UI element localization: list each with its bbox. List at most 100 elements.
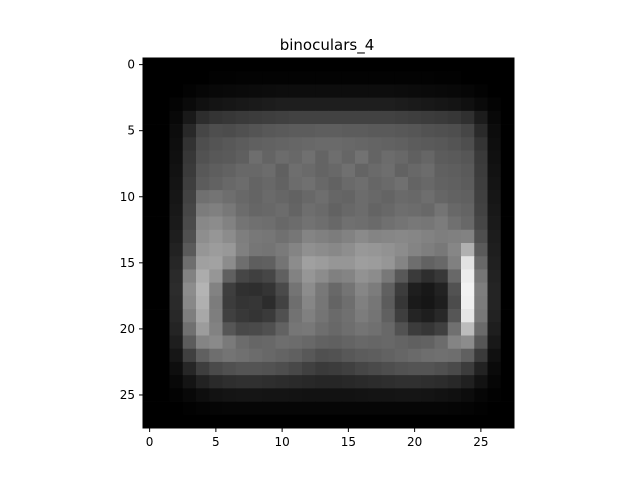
heatmap-cell: [474, 163, 488, 178]
heatmap-cell: [156, 176, 170, 191]
heatmap-cell: [447, 71, 462, 85]
heatmap-cell: [394, 243, 409, 257]
heatmap-cell: [474, 388, 488, 402]
heatmap-cell: [275, 163, 290, 178]
heatmap-cell: [275, 282, 290, 297]
heatmap-cell: [249, 97, 263, 112]
heatmap-cell: [341, 361, 356, 376]
heatmap-cell: [487, 110, 502, 125]
heatmap-cell: [355, 71, 369, 85]
heatmap-cell: [487, 84, 502, 98]
heatmap-cell: [408, 335, 422, 350]
heatmap-cell: [288, 375, 303, 389]
heatmap-cell: [143, 216, 157, 231]
heatmap-cell: [461, 361, 475, 376]
heatmap-cell: [461, 243, 475, 257]
heatmap-cell: [196, 295, 210, 310]
heatmap-cell: [222, 348, 237, 363]
heatmap-cell: [461, 84, 475, 98]
heatmap-cell: [355, 163, 369, 178]
heatmap-cell: [302, 137, 316, 151]
heatmap-cell: [355, 322, 369, 336]
heatmap-cell: [434, 295, 449, 310]
heatmap-cell: [474, 322, 488, 336]
heatmap-cell: [434, 282, 449, 297]
heatmap-cell: [500, 176, 515, 191]
heatmap-cell: [249, 309, 263, 323]
heatmap-cell: [196, 309, 210, 323]
heatmap-cell: [368, 243, 382, 257]
heatmap-cell: [381, 309, 396, 323]
heatmap-cell: [249, 58, 263, 72]
heatmap-cell: [209, 137, 223, 151]
heatmap-cell: [341, 176, 356, 191]
heatmap-cell: [500, 137, 515, 151]
heatmap-cell: [249, 216, 263, 231]
heatmap-cell: [447, 176, 462, 191]
heatmap-cell: [275, 84, 290, 98]
heatmap-cell: [249, 401, 263, 416]
heatmap-cell: [381, 71, 396, 85]
heatmap-cell: [474, 110, 488, 125]
heatmap-cell: [222, 190, 237, 204]
heatmap-cell: [288, 256, 303, 270]
heatmap-cell: [262, 348, 276, 363]
heatmap-cell: [328, 375, 343, 389]
heatmap-cell: [368, 401, 382, 416]
heatmap-cell: [169, 295, 184, 310]
heatmap-cell: [222, 361, 237, 376]
heatmap-cell: [143, 243, 157, 257]
heatmap-cell: [487, 137, 502, 151]
heatmap-cell: [447, 295, 462, 310]
heatmap-cell: [434, 243, 449, 257]
heatmap-cell: [288, 229, 303, 244]
heatmap-cell: [249, 203, 263, 217]
heatmap-cell: [262, 335, 276, 350]
heatmap-cell: [196, 203, 210, 217]
heatmap-cell: [408, 216, 422, 231]
heatmap-cell: [182, 348, 197, 363]
heatmap-cell: [235, 309, 250, 323]
heatmap-cell: [487, 58, 502, 72]
heatmap-cell: [355, 375, 369, 389]
heatmap-cell: [434, 375, 449, 389]
heatmap-cell: [169, 203, 184, 217]
heatmap-cell: [421, 137, 435, 151]
y-tick-label: 20: [120, 322, 135, 336]
heatmap-cell: [394, 203, 409, 217]
heatmap-cell: [169, 361, 184, 376]
heatmap-cell: [288, 414, 303, 429]
heatmap-cell: [474, 375, 488, 389]
heatmap-cell: [434, 229, 449, 244]
heatmap-cell: [434, 84, 449, 98]
heatmap-cell: [302, 335, 316, 350]
heatmap-cell: [368, 414, 382, 429]
heatmap-cell: [408, 137, 422, 151]
heatmap-cell: [288, 216, 303, 231]
heatmap-cell: [500, 361, 515, 376]
heatmap-cell: [394, 401, 409, 416]
heatmap-cell: [182, 375, 197, 389]
heatmap-cell: [368, 150, 382, 165]
heatmap-cell: [196, 176, 210, 191]
heatmap-cell: [421, 243, 435, 257]
heatmap-cell: [222, 110, 237, 125]
heatmap-cell: [421, 269, 435, 283]
heatmap-cell: [222, 229, 237, 244]
heatmap-cell: [368, 322, 382, 336]
heatmap-cell: [275, 335, 290, 350]
heatmap-cell: [275, 203, 290, 217]
heatmap-cell: [341, 295, 356, 310]
heatmap-cell: [381, 243, 396, 257]
heatmap-cell: [487, 282, 502, 297]
heatmap-cell: [196, 256, 210, 270]
heatmap-cell: [421, 163, 435, 178]
heatmap-cell: [156, 203, 170, 217]
heatmap-cell: [500, 97, 515, 112]
heatmap-cell: [156, 282, 170, 297]
heatmap-cell: [474, 216, 488, 231]
heatmap-cell: [381, 97, 396, 112]
heatmap-cell: [222, 375, 237, 389]
heatmap-cell: [196, 216, 210, 231]
heatmap-cell: [235, 348, 250, 363]
